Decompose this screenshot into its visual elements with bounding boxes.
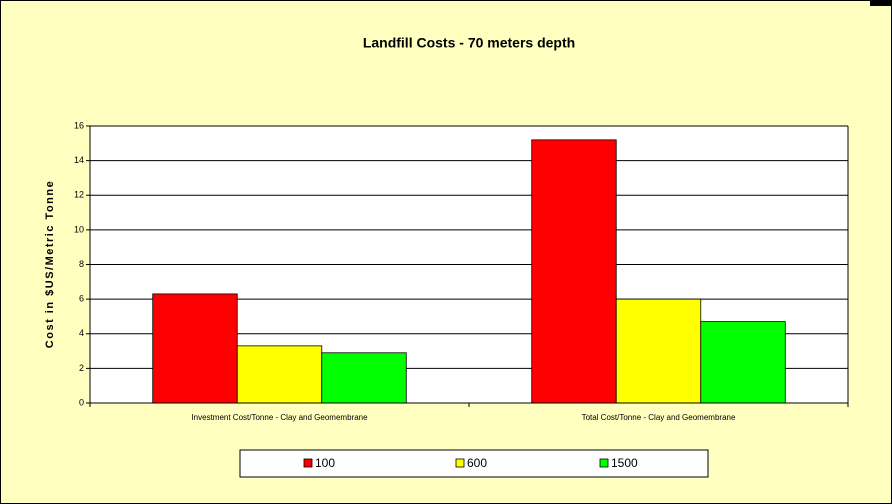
y-tick-label: 0 bbox=[79, 397, 84, 407]
bar bbox=[615, 298, 702, 404]
legend-label: 600 bbox=[467, 456, 487, 470]
chart-title: Landfill Costs - 70 meters depth bbox=[363, 35, 575, 51]
legend bbox=[239, 449, 709, 478]
legend-label: 1500 bbox=[611, 456, 638, 470]
legend-swatch bbox=[303, 458, 313, 468]
y-tick-label: 2 bbox=[79, 363, 84, 373]
y-tick-label: 16 bbox=[74, 120, 84, 130]
bar bbox=[531, 139, 617, 404]
y-tick-label: 14 bbox=[74, 155, 84, 165]
y-tick-label: 10 bbox=[74, 224, 84, 234]
x-tick-label: Investment Cost/Tonne - Clay and Geomemb… bbox=[191, 413, 368, 422]
corner-mark bbox=[870, 0, 892, 6]
legend-swatch bbox=[599, 458, 609, 468]
y-tick-label: 8 bbox=[79, 259, 84, 269]
y-axis-label: Cost in $US/Metric Tonne bbox=[44, 180, 56, 348]
y-tick-label: 4 bbox=[79, 328, 84, 338]
legend-swatch bbox=[455, 458, 465, 468]
bar bbox=[700, 321, 786, 404]
legend-label: 100 bbox=[315, 456, 335, 470]
y-tick-label: 6 bbox=[79, 294, 84, 304]
y-tick-label: 12 bbox=[74, 190, 84, 200]
bar bbox=[152, 293, 238, 404]
bar bbox=[236, 345, 323, 404]
x-tick-label: Total Cost/Tonne - Clay and Geomembrane bbox=[582, 413, 736, 422]
bar bbox=[321, 352, 407, 404]
